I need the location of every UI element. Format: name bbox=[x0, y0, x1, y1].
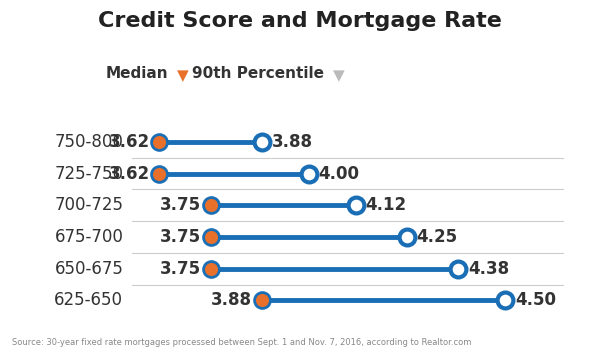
Text: 90th Percentile: 90th Percentile bbox=[192, 66, 324, 81]
Point bbox=[206, 203, 215, 208]
Text: Credit Score and Mortgage Rate: Credit Score and Mortgage Rate bbox=[98, 11, 502, 31]
Point bbox=[155, 171, 164, 177]
Text: 625-650: 625-650 bbox=[55, 291, 124, 309]
Point bbox=[402, 234, 412, 240]
Point bbox=[453, 266, 463, 271]
Text: 3.88: 3.88 bbox=[211, 291, 252, 309]
Point bbox=[155, 139, 164, 145]
Point bbox=[500, 298, 510, 303]
Point bbox=[304, 171, 314, 177]
Text: 3.62: 3.62 bbox=[109, 133, 149, 151]
Text: 675-700: 675-700 bbox=[55, 228, 124, 246]
Point bbox=[351, 203, 361, 208]
Point bbox=[257, 298, 266, 303]
Point bbox=[257, 139, 266, 145]
Text: ▼: ▼ bbox=[177, 68, 189, 83]
Text: 3.62: 3.62 bbox=[109, 165, 149, 183]
Text: 3.88: 3.88 bbox=[271, 133, 313, 151]
Text: 750-800: 750-800 bbox=[55, 133, 124, 151]
Text: 650-675: 650-675 bbox=[55, 260, 124, 278]
Point bbox=[206, 234, 215, 240]
Text: 4.25: 4.25 bbox=[417, 228, 458, 246]
Text: 3.75: 3.75 bbox=[160, 196, 201, 214]
Text: 4.12: 4.12 bbox=[365, 196, 407, 214]
Text: 4.50: 4.50 bbox=[515, 291, 556, 309]
Text: 4.38: 4.38 bbox=[468, 260, 509, 278]
Text: Median: Median bbox=[106, 66, 168, 81]
Text: Source: 30-year fixed rate mortgages processed between Sept. 1 and Nov. 7, 2016,: Source: 30-year fixed rate mortgages pro… bbox=[12, 338, 472, 347]
Text: 725-750: 725-750 bbox=[55, 165, 124, 183]
Point bbox=[206, 266, 215, 271]
Text: 3.75: 3.75 bbox=[160, 260, 201, 278]
Text: 3.75: 3.75 bbox=[160, 228, 201, 246]
Text: 4.00: 4.00 bbox=[319, 165, 359, 183]
Text: 700-725: 700-725 bbox=[55, 196, 124, 214]
Text: ▼: ▼ bbox=[333, 68, 345, 83]
